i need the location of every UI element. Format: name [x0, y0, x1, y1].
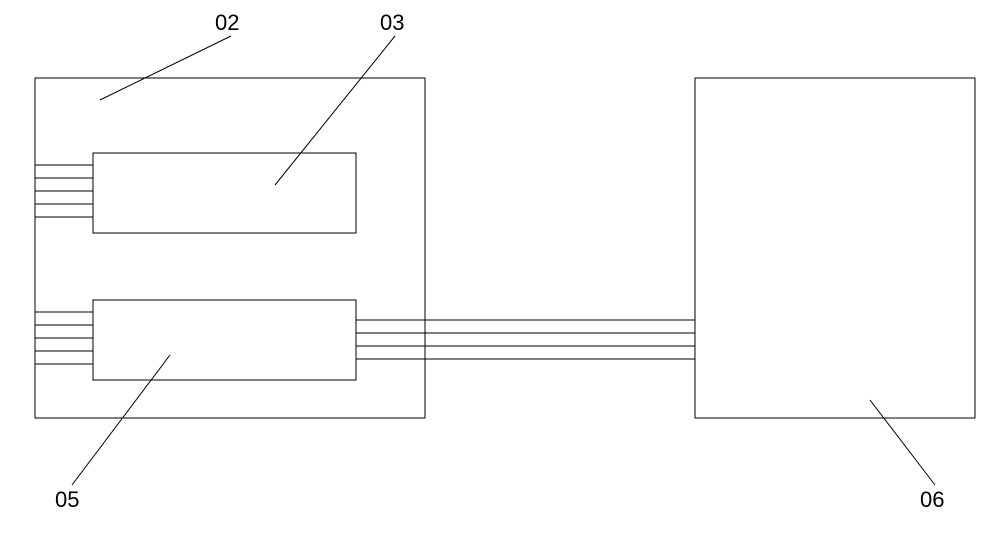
- label02-text: 02: [215, 10, 239, 35]
- box-03: [93, 153, 356, 233]
- box-06: [695, 78, 975, 418]
- label06-text: 06: [920, 487, 944, 512]
- diagram-svg: 02 03 05 06: [0, 0, 1000, 539]
- box-05: [93, 300, 356, 380]
- label03-text: 03: [380, 10, 404, 35]
- label05-text: 05: [55, 487, 79, 512]
- diagram-root: 02 03 05 06: [0, 0, 1000, 539]
